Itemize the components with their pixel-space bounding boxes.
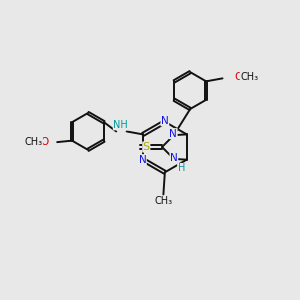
Text: CH₃: CH₃: [240, 73, 258, 82]
Text: N: N: [169, 129, 177, 139]
Text: CH₃: CH₃: [24, 137, 43, 147]
Text: CH₃: CH₃: [154, 196, 172, 206]
Text: N: N: [161, 116, 169, 126]
Text: O: O: [234, 73, 242, 82]
Text: N: N: [139, 155, 146, 165]
Text: S: S: [143, 142, 150, 152]
Text: NH: NH: [113, 120, 128, 130]
Text: O: O: [40, 137, 49, 147]
Text: N: N: [170, 153, 178, 163]
Text: H: H: [178, 164, 185, 173]
